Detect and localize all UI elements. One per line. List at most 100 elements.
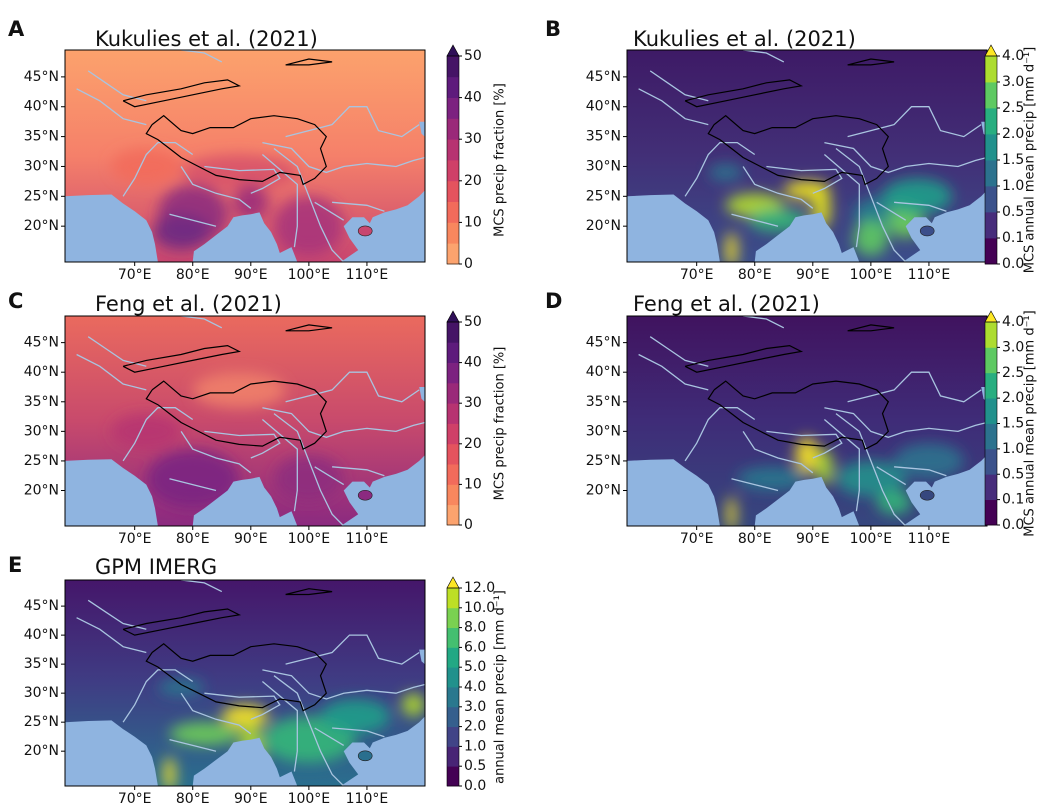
colorbar-label: MCS annual mean precip [mm d⁻¹]: [1023, 47, 1038, 273]
river: [262, 669, 425, 700]
x-tick-label: 70°E: [680, 267, 714, 283]
colorbar-segment: [447, 243, 459, 265]
colorbar-tick-label: 40: [464, 90, 482, 106]
colorbar-tick-label: 0.5: [464, 758, 486, 774]
river: [638, 353, 709, 391]
ocean: [340, 190, 425, 262]
region-outline: [285, 324, 333, 332]
river: [684, 407, 756, 462]
field-blob: [320, 698, 391, 734]
colorbar-tick-label: 1.0: [1002, 441, 1024, 457]
river: [261, 154, 298, 248]
x-tick-label: 100°E: [850, 267, 893, 283]
colorbar-tick-label: 0.5: [1002, 466, 1024, 482]
colorbar-tick-label: 4.0: [1002, 48, 1024, 64]
colorbar-tick-label: 0.0: [1002, 517, 1024, 533]
ocean: [754, 476, 860, 526]
river: [823, 154, 860, 248]
y-tick-label: 35°N: [24, 394, 59, 410]
colorbar-segment: [985, 108, 997, 135]
ocean: [419, 387, 425, 403]
river: [824, 141, 987, 174]
y-tick-label: 25°N: [24, 453, 59, 469]
river: [273, 147, 345, 262]
field-blob: [894, 443, 964, 479]
x-tick-label: 80°E: [176, 531, 210, 547]
panel-title: GPM IMERG: [95, 555, 217, 579]
map-frame: [64, 315, 426, 527]
colorbar-segment: [447, 423, 459, 445]
y-tick-label: 35°N: [586, 394, 621, 410]
y-tick-label: 45°N: [24, 335, 59, 351]
river: [122, 407, 194, 462]
map-frame: [64, 579, 426, 787]
panel-title: Kukulies et al. (2021): [95, 27, 318, 51]
river: [122, 669, 194, 723]
colorbar-frame: [446, 321, 460, 526]
colorbar-tick-label: 2.0: [464, 719, 486, 735]
map: [627, 50, 987, 262]
y-tick-label: 20°N: [24, 743, 59, 759]
island: [357, 750, 373, 762]
colorbar-segment: [447, 667, 459, 688]
field-blob: [221, 704, 269, 728]
colorbar-frame: [446, 55, 460, 265]
field-blob: [882, 178, 953, 215]
panel-title: Feng et al. (2021): [95, 292, 282, 316]
river: [847, 106, 982, 138]
colorbar-segment: [447, 76, 459, 98]
river: [847, 371, 982, 403]
colorbar-tick-label: 2.5: [1002, 100, 1024, 116]
river: [180, 166, 252, 209]
x-tick-label: 80°E: [176, 791, 210, 805]
colorbar-segment: [985, 56, 997, 83]
island: [357, 225, 373, 237]
colorbar-extend: [446, 44, 460, 57]
river: [835, 147, 907, 262]
river: [332, 727, 385, 738]
river: [743, 50, 785, 63]
region-outline: [145, 643, 328, 712]
x-tick-label: 90°E: [234, 531, 268, 547]
y-tick-label: 30°N: [24, 158, 59, 174]
colorbar-segment: [447, 201, 459, 223]
colorbar-segment: [447, 464, 459, 485]
x-tick-label: 80°E: [738, 267, 772, 283]
colorbar-tick-label: 50: [464, 48, 482, 64]
colorbar-tick-label: 0.0: [464, 778, 486, 794]
river: [742, 431, 814, 474]
colorbar-segment: [447, 342, 459, 363]
colorbar-label: MCS annual mean precip [mm d⁻¹]: [1023, 310, 1038, 536]
y-tick-label: 45°N: [24, 69, 59, 85]
colorbar-segment: [447, 382, 459, 404]
y-tick-label: 45°N: [24, 598, 59, 614]
field-blob: [795, 437, 819, 473]
ocean: [192, 737, 298, 786]
x-tick-label: 110°E: [346, 531, 389, 547]
river: [824, 407, 987, 438]
colorbar-segment: [985, 212, 997, 239]
panel: 70°E 80°E 90°E 100°E 110°E 20°N 25°N 30°N 35°N 40…: [8, 289, 508, 547]
y-tick-label: 30°N: [586, 423, 621, 439]
panel: 70°E 80°E 90°E 100°E 110°E 20°N 25°N 30°N 35°N 40…: [545, 17, 1038, 283]
y-tick-label: 40°N: [24, 99, 59, 115]
map: [65, 580, 425, 786]
ocean: [192, 212, 298, 262]
field-blob: [725, 232, 738, 262]
y-tick-label: 45°N: [586, 335, 621, 351]
colorbar-segment: [447, 403, 459, 424]
x-tick-label: 90°E: [796, 531, 830, 547]
panel: 70°E 80°E 90°E 100°E 110°E 20°N 25°N 30°N 35°N 40…: [8, 17, 508, 283]
colorbar-label: annual mean precip [mm d⁻¹]: [493, 590, 508, 784]
colorbar-segment: [447, 647, 459, 668]
ocean: [902, 190, 987, 262]
colorbar-tick-label: 1.5: [1002, 152, 1024, 168]
y-tick-label: 30°N: [24, 685, 59, 701]
river: [876, 201, 907, 221]
y-tick-label: 40°N: [586, 99, 621, 115]
colorbar-segment: [447, 726, 459, 747]
river: [76, 353, 147, 391]
river: [835, 413, 907, 526]
river: [169, 213, 217, 227]
y-tick-label: 25°N: [586, 453, 621, 469]
